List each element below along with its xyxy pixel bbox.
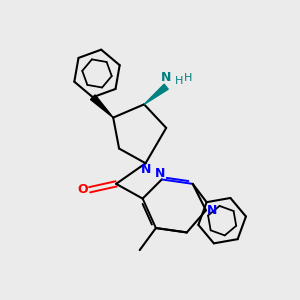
- Polygon shape: [144, 84, 168, 104]
- Text: N: N: [155, 167, 166, 180]
- Text: N: N: [161, 71, 171, 84]
- Polygon shape: [91, 95, 113, 118]
- Text: N: N: [140, 163, 151, 176]
- Text: O: O: [78, 183, 88, 196]
- Text: H: H: [184, 73, 192, 83]
- Text: N: N: [207, 204, 218, 217]
- Text: H: H: [175, 76, 183, 86]
